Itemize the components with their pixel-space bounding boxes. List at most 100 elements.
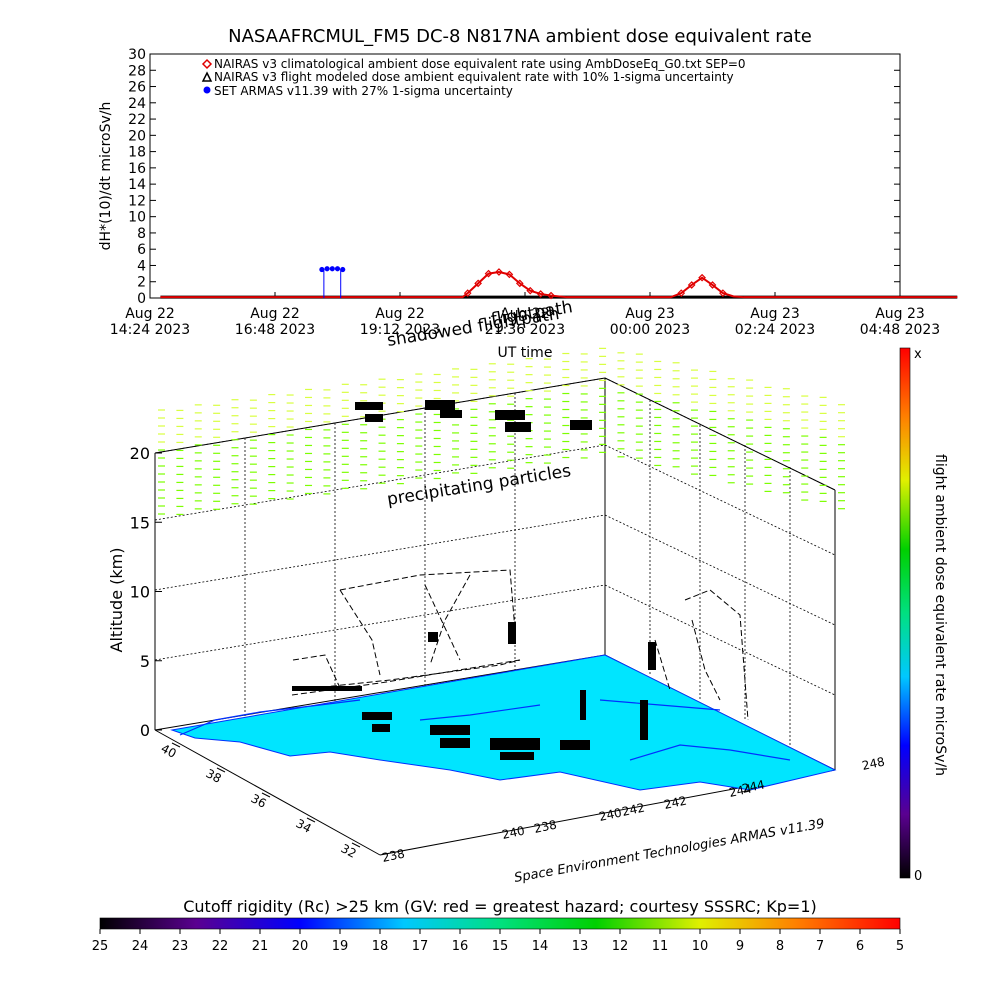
- legend-label: NAIRAS v3 flight modeled dose ambient eq…: [214, 70, 734, 84]
- data-point-diamond: [495, 268, 503, 276]
- data-point-diamond: [463, 289, 472, 297]
- data-point-diamond: [698, 273, 706, 282]
- z-tick-label: 20: [130, 444, 150, 463]
- lat-tick-label: 34: [294, 816, 314, 836]
- lat-tick-label: 32: [339, 841, 359, 861]
- lon-tick-label: 238: [533, 817, 558, 835]
- lon-tick-label: 248: [861, 754, 886, 772]
- cutoff-tick-label: 8: [776, 939, 784, 954]
- z-tick-label: 0: [140, 721, 150, 740]
- legend-entry-set-armas: SET ARMAS v11.39 with 27% 1-sigma uncert…: [203, 84, 513, 98]
- altitude-axis: 0 5 10 15 20: [130, 444, 162, 740]
- x-tick-label: 02:24 2023: [735, 322, 815, 338]
- cutoff-rigidity-colorbar: Cutoff rigidity (Rc) >25 km (GV: red = g…: [92, 897, 904, 954]
- y-tick-label: 2: [137, 275, 146, 291]
- data-point-diamond: [474, 279, 482, 288]
- chart-title: NASAAFRCMUL_FM5 DC-8 N817NA ambient dose…: [228, 26, 812, 47]
- cutoff-tick-label: 18: [372, 939, 389, 954]
- top-dose-marks: [355, 400, 592, 432]
- cutoff-colorbar-title: Cutoff rigidity (Rc) >25 km (GV: red = g…: [183, 897, 817, 916]
- x-tick-label: 16:48 2023: [235, 322, 315, 338]
- x-tick-label: Aug 22: [500, 306, 550, 322]
- y-tick-label: 16: [128, 161, 146, 177]
- cutoff-tick-label: 24: [132, 939, 149, 954]
- data-point-diamond: [515, 279, 524, 288]
- data-point-circle: [324, 266, 330, 272]
- cutoff-tick-label: 21: [252, 939, 269, 954]
- legend-entry-nairas-climatological: NAIRAS v3 climatological ambient dose eq…: [201, 57, 746, 71]
- lat-tick-mark: [261, 792, 271, 798]
- altitude-3d-plot: precipitating particles shadowed flightp…: [107, 297, 886, 886]
- series-layer: [160, 266, 958, 300]
- lat-tick-mark: [306, 817, 316, 823]
- x-tick-label: 19:12 2023: [360, 322, 440, 338]
- cutoff-ticks: 25 24 23 22 21 20 19 18 17 16 15 14 13 12 11 10 9 8 7 6 5: [92, 929, 904, 954]
- cutoff-tick-label: 12: [612, 939, 629, 954]
- x-tick-label: Aug 23: [750, 306, 800, 322]
- cutoff-tick-label: 16: [452, 939, 469, 954]
- cutoff-tick-label: 22: [212, 939, 229, 954]
- circle-icon: [203, 86, 211, 94]
- y-tick-label: 18: [128, 145, 146, 161]
- cutoff-tick-label: 7: [816, 939, 824, 954]
- y-tick-label: 10: [128, 210, 146, 226]
- y-axis-title: dH*(10)/dt microSv/h: [98, 102, 114, 251]
- x-tick-label: Aug 22: [125, 306, 175, 322]
- colorbar-title: flight ambient dose equivalent rate micr…: [932, 454, 948, 776]
- cutoff-tick-label: 14: [532, 939, 549, 954]
- z-tick-label: 10: [130, 583, 150, 602]
- y-tick-label: 12: [128, 193, 146, 209]
- cutoff-gradient: [99, 917, 901, 930]
- precipitating-particles-field: [158, 347, 845, 516]
- series-line-nairas-climatological: [160, 270, 958, 299]
- data-point-circle: [319, 266, 325, 273]
- data-point-diamond: [505, 270, 514, 279]
- data-point-diamond: [484, 269, 493, 278]
- lat-tick-label: 36: [249, 791, 269, 811]
- y-tick-label: 30: [128, 47, 146, 63]
- y-tick-label: 26: [128, 80, 146, 96]
- y-tick-label: 28: [128, 63, 146, 79]
- cutoff-tick-label: 5: [896, 939, 904, 954]
- lat-tick-label: 40: [159, 741, 179, 761]
- legend-label: SET ARMAS v11.39 with 27% 1-sigma uncert…: [214, 84, 513, 98]
- ocean-surface: [170, 654, 837, 791]
- legend-label: NAIRAS v3 climatological ambient dose eq…: [214, 57, 746, 71]
- surface-black-patches: [362, 690, 648, 760]
- altitude-axis-title: Altitude (km): [107, 548, 126, 653]
- data-point-diamond: [677, 289, 686, 297]
- flightpath-dose-marks: [292, 622, 656, 691]
- y-tick-label: 4: [137, 258, 146, 274]
- lon-tick-label: 240: [598, 805, 623, 823]
- diamond-icon: [201, 58, 213, 70]
- x-tick-label: 04:48 2023: [860, 322, 940, 338]
- data-point-circle: [334, 266, 341, 272]
- cutoff-tick-label: 20: [292, 939, 309, 954]
- x-tick-label: Aug 22: [250, 306, 300, 322]
- cutoff-tick-label: 17: [412, 939, 429, 954]
- cutoff-tick-label: 15: [492, 939, 509, 954]
- data-point-circle: [329, 266, 335, 272]
- data-point-diamond: [526, 286, 535, 295]
- z-tick-label: 5: [140, 652, 150, 671]
- z-tick-label: 15: [130, 513, 150, 532]
- cutoff-tick-label: 19: [332, 939, 349, 954]
- data-point-diamond: [687, 281, 696, 289]
- legend: NAIRAS v3 climatological ambient dose eq…: [201, 57, 746, 98]
- x-tick-label: 21:36 2023: [485, 322, 565, 338]
- y-tick-label: 14: [128, 177, 146, 193]
- data-point-diamond: [719, 289, 727, 297]
- data-point-diamond: [708, 281, 717, 289]
- cutoff-tick-label: 10: [692, 939, 709, 954]
- data-point-circle: [340, 266, 346, 273]
- y-tick-label: 6: [137, 242, 146, 258]
- cutoff-tick-label: 13: [572, 939, 589, 954]
- lon-tick-label: 244: [741, 777, 766, 795]
- y-tick-label: 22: [128, 112, 146, 128]
- x-axis-title: UT time: [498, 345, 553, 361]
- credit-label: Space Environment Technologies ARMAS v11…: [513, 817, 826, 886]
